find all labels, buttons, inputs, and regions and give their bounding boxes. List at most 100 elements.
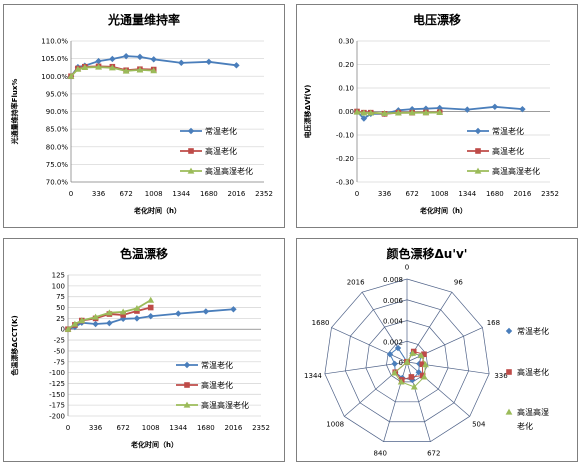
data-point <box>133 315 141 322</box>
x-tick-label: 0 <box>66 424 70 432</box>
y-tick-label: -100 <box>49 369 65 377</box>
radar-r-tick-label: 0.004 <box>383 318 404 326</box>
data-point <box>202 308 210 315</box>
x-tick-label: 1680 <box>197 424 215 432</box>
legend-label: 高温高湿老化 <box>201 400 249 410</box>
y-tick-label: 0.00 <box>338 108 354 116</box>
cct-drift-svg: 色温漂移 -200 -175 -150 -125 -100 -75 -50 -25 0 25 50 75… <box>10 246 270 449</box>
x-tick-label: 1008 <box>142 424 160 432</box>
y-tick-label: 80.0% <box>46 143 69 151</box>
cct-drift-chart: 色温漂移 -200 -175 -150 -125 -100 -75 -50 -25 0 25 50 75… <box>3 238 285 462</box>
data-point <box>133 305 141 312</box>
data-point <box>205 58 213 65</box>
legend-label: 高温老化 <box>201 380 233 390</box>
y-tick-label: 75 <box>56 293 65 301</box>
data-point <box>81 64 89 71</box>
chart-title: 光通量维持率 <box>107 12 180 27</box>
legend-marker <box>183 361 191 369</box>
chart-title: 电压漂移 <box>413 12 461 27</box>
y-tick-label: -75 <box>54 358 65 366</box>
legend-marker <box>184 382 190 388</box>
data-point <box>122 67 130 74</box>
data-point <box>403 358 411 365</box>
radar-spoke <box>331 327 408 363</box>
radar-ring <box>324 278 490 442</box>
x-tick-label: 0 <box>355 190 359 198</box>
radar-category-label: 1680 <box>312 319 330 327</box>
y-tick-label: 0.20 <box>338 61 354 69</box>
x-tick-label: 672 <box>119 190 132 198</box>
y-tick-label: 25 <box>56 315 65 323</box>
data-point <box>147 304 154 311</box>
data-point <box>410 383 418 390</box>
legend-label: 高温老化 <box>492 146 524 156</box>
data-point <box>150 56 157 63</box>
y-tick-label: 100 <box>52 282 65 290</box>
y-tick-label: 105.0% <box>41 55 68 63</box>
flux-maintenance-chart: 光通量维持率 70.0% 75.0% 80.0% 85.0% 90.0% 95.0% 100.… <box>3 4 285 228</box>
chart-title: 色温漂移 <box>120 246 168 261</box>
y-axis-label: 色温漂移ΔCCT(K) <box>10 315 19 375</box>
data-point <box>120 312 126 318</box>
data-point <box>391 360 398 367</box>
color-shift-radar-chart: 颜色漂移Δu'v' 0 96 168 336 504 672 840 1008 1344 1680 2… <box>296 238 578 462</box>
data-point <box>78 317 86 324</box>
x-tick-label: 1680 <box>486 190 504 198</box>
x-tick-label: 2016 <box>225 424 243 432</box>
data-point <box>109 55 116 63</box>
legend-marker <box>475 148 481 154</box>
color-shift-radar-svg: 颜色漂移Δu'v' 0 96 168 336 504 672 840 1008 1344 1680 2… <box>304 246 549 458</box>
x-tick-label: 336 <box>92 190 106 198</box>
flux-maintenance-svg: 光通量维持率 70.0% 75.0% 80.0% 85.0% 90.0% 95.0% 100.… <box>10 12 273 215</box>
y-tick-label: 75.0% <box>46 161 69 169</box>
data-point <box>410 348 417 355</box>
data-point <box>420 373 428 380</box>
data-point <box>419 361 426 368</box>
y-tick-label: 90.0% <box>46 108 69 116</box>
x-tick-label: 1008 <box>431 190 449 198</box>
data-point <box>353 108 361 115</box>
radar-ring <box>365 320 449 403</box>
data-point <box>408 374 415 380</box>
data-point <box>233 62 240 69</box>
y-axis-label: 电压漂移ΔVf(V) <box>303 85 312 139</box>
y-tick-label: 110.0% <box>41 38 68 46</box>
y-tick-label: 0.10 <box>338 85 354 93</box>
legend-label: 老化 <box>517 421 533 431</box>
y-tick-label: 100.0% <box>41 73 68 81</box>
data-point <box>422 361 429 368</box>
y-axis-label: 光通量维持率Flux% <box>10 79 19 146</box>
legend-label: 常温老化 <box>517 326 549 336</box>
data-point <box>95 57 102 65</box>
data-point <box>74 65 82 72</box>
radar-category-label: 336 <box>494 372 508 380</box>
data-point <box>119 308 127 315</box>
radar-r-tick-label: 0 <box>399 359 403 367</box>
data-point <box>417 352 425 359</box>
x-tick-label: 672 <box>116 424 129 432</box>
data-point <box>367 109 375 116</box>
data-point <box>436 109 444 116</box>
x-tick-label: 1344 <box>169 424 187 432</box>
data-point <box>175 310 182 317</box>
legend-marker <box>474 127 482 135</box>
data-point <box>394 344 402 352</box>
radar-category-label: 1344 <box>304 372 322 380</box>
radar-category-label: 840 <box>374 450 387 458</box>
legend-label: 高温高湿老化 <box>492 166 540 176</box>
y-tick-label: -200 <box>49 413 65 421</box>
data-point <box>422 109 430 116</box>
legend-marker <box>474 167 482 174</box>
voltage-drift-svg: 电压漂移 -0.30 -0.20 -0.10 0.00 0.10 0.20 0.30 0 336 6… <box>303 12 559 215</box>
data-point <box>419 372 426 379</box>
y-tick-label: -175 <box>49 402 65 410</box>
data-point <box>409 349 417 356</box>
x-axis-label: 老化时间（h） <box>130 440 178 449</box>
x-tick-label: 2016 <box>228 190 246 198</box>
y-tick-label: -150 <box>49 391 65 399</box>
x-tick-label: 2352 <box>255 190 273 198</box>
radar-category-label: 672 <box>427 450 440 458</box>
data-point <box>71 320 79 327</box>
x-tick-label: 1344 <box>458 190 476 198</box>
legend-marker <box>505 408 513 415</box>
